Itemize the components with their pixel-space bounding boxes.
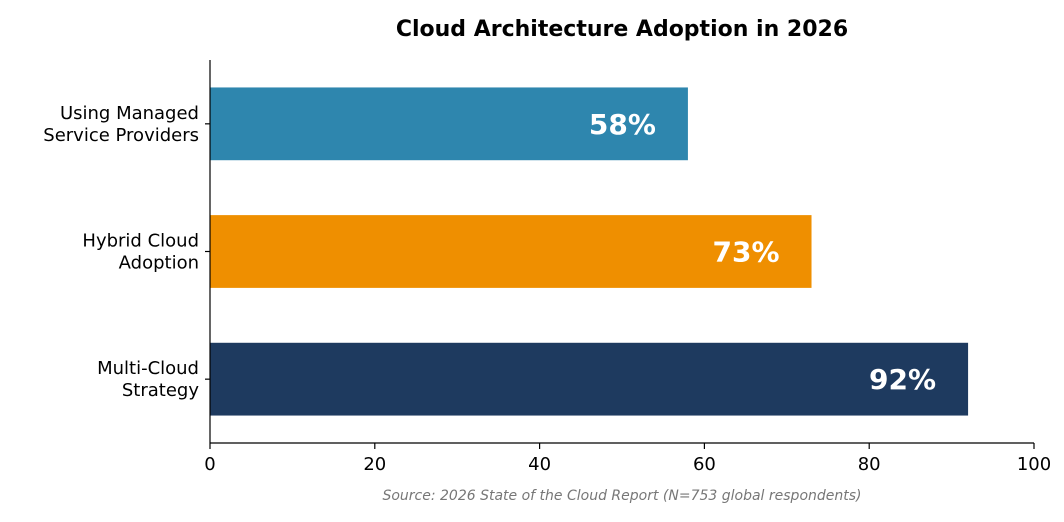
bars-group [210, 87, 969, 416]
data-label: 92% [869, 363, 936, 396]
category-label: Multi-Cloud Strategy [97, 358, 199, 401]
x-tick-label: 20 [363, 454, 386, 475]
x-tick-label: 80 [858, 454, 881, 475]
x-tick-label: 100 [1017, 454, 1051, 475]
bar [210, 215, 812, 288]
x-axis-ticks: 0 20 40 60 80 100 [204, 443, 1051, 475]
category-label: Hybrid Cloud Adoption [82, 231, 199, 274]
data-label: 73% [712, 236, 779, 269]
x-tick-label: 0 [204, 454, 215, 475]
source-note: Source: 2026 State of the Cloud Report (… [382, 488, 861, 504]
chart-title: Cloud Architecture Adoption in 2026 [396, 17, 848, 42]
x-tick-label: 40 [528, 454, 551, 475]
bar [210, 342, 969, 416]
data-label: 58% [589, 108, 656, 141]
bar [210, 87, 688, 161]
category-labels: Using Managed Service Providers Hybrid Clo… [43, 103, 210, 401]
x-tick-label: 60 [693, 454, 716, 475]
data-labels-group: 58% 73% 92% [589, 108, 936, 396]
category-label: Using Managed Service Providers [43, 103, 199, 146]
